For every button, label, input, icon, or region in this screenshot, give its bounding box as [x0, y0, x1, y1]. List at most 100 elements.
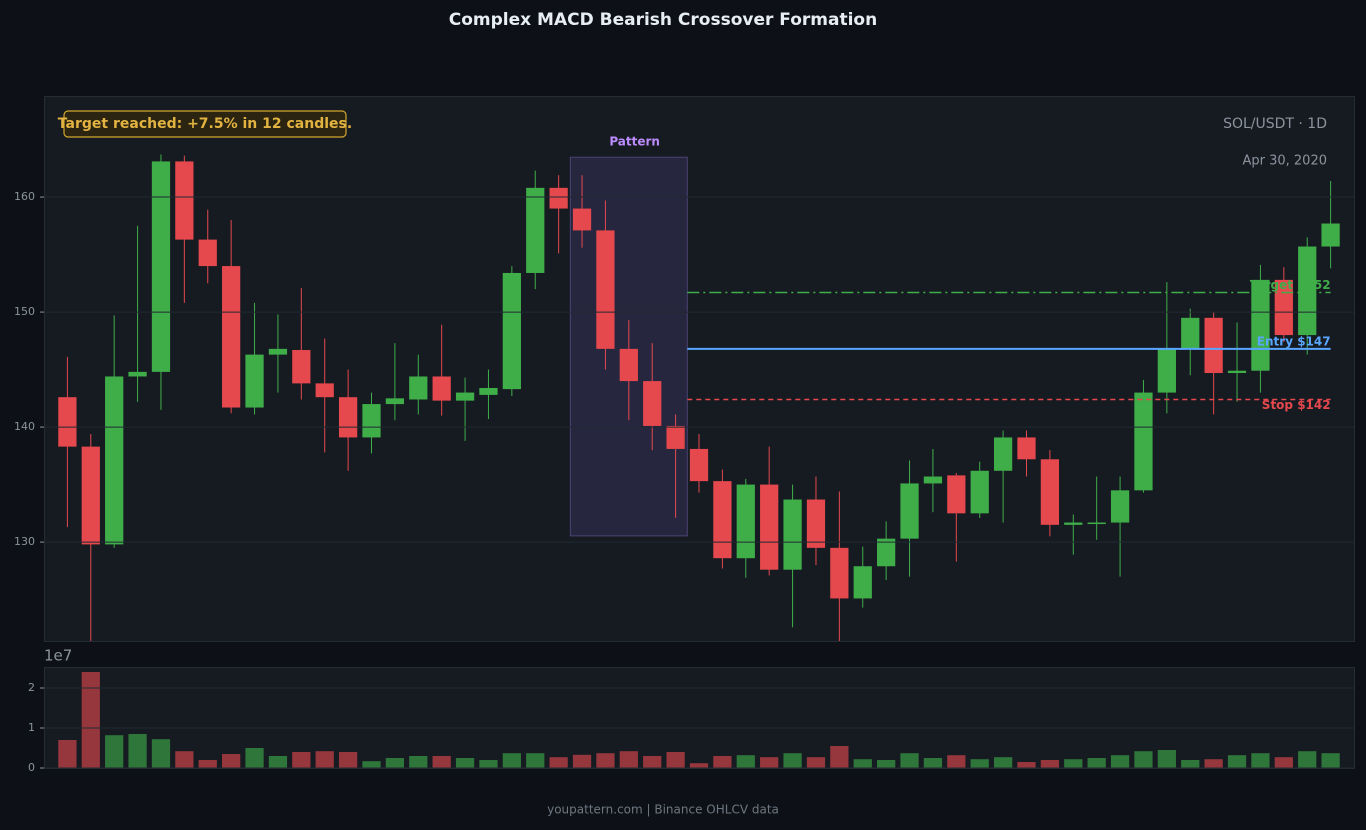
volume-bar: [666, 752, 685, 768]
volume-bar: [760, 757, 779, 768]
volume-bar: [526, 753, 545, 768]
candle-body: [151, 161, 171, 372]
candle-body: [81, 446, 100, 545]
price-plot: [58, 154, 1340, 641]
volume-bar: [151, 739, 171, 768]
date: Apr 30, 2020: [1242, 154, 1327, 169]
volume-bar: [1321, 753, 1340, 768]
volume-bar: [292, 752, 311, 768]
candle-body: [1134, 392, 1153, 491]
volume-bar: [877, 760, 896, 768]
volume-bar: [1251, 753, 1270, 768]
note-box: [63, 110, 347, 138]
candle-body: [175, 161, 194, 240]
symbol: SOL/USDT · 1D: [1223, 116, 1327, 132]
candle-body: [1274, 279, 1293, 336]
volume-bar: [619, 751, 638, 768]
candle-body: [830, 547, 849, 599]
candle-body: [128, 371, 147, 377]
y-tick-label: 160: [14, 190, 35, 203]
candle-body: [643, 381, 662, 426]
volume-bar: [643, 756, 662, 768]
volume-bar: [502, 753, 521, 768]
volume-bar: [1017, 762, 1036, 768]
volume-bar: [479, 760, 498, 768]
volume-bar: [222, 754, 241, 768]
volume-plot: [58, 672, 1340, 768]
volume-bar: [1227, 755, 1247, 768]
volume-bar: [1087, 758, 1106, 768]
y-tick-label: 130: [14, 535, 35, 548]
candle-body: [245, 354, 264, 408]
volume-offset: 1e7: [44, 647, 72, 665]
candle-body: [760, 484, 779, 570]
candle-body: [1181, 317, 1200, 349]
volume-bar: [970, 759, 989, 768]
candle-body: [1110, 490, 1130, 523]
volume-bar: [1298, 751, 1317, 768]
volume-bar: [362, 761, 381, 768]
candle-body: [455, 392, 475, 401]
level-label: Stop $142: [1262, 398, 1331, 412]
volume-bar: [689, 763, 709, 768]
volume-bar: [1204, 759, 1223, 768]
volume-bar: [338, 752, 358, 768]
candle-body: [619, 348, 638, 382]
level-label: Target $152: [1250, 278, 1331, 292]
volume-bar: [1064, 759, 1083, 768]
candle-body: [432, 376, 451, 401]
candle-body: [689, 448, 709, 482]
candle-body: [526, 187, 545, 273]
candle-body: [315, 383, 334, 398]
candle-body: [409, 376, 428, 400]
candle-body: [1040, 459, 1060, 525]
volume-bar: [432, 756, 451, 768]
candle-body: [900, 483, 919, 539]
candle-body: [549, 187, 568, 209]
volume-bar: [245, 748, 264, 768]
candle-body: [666, 425, 685, 449]
volume-bar: [713, 756, 732, 768]
volume-bar: [572, 754, 592, 768]
volume-bar: [105, 735, 124, 768]
level-label: Entry $147: [1257, 334, 1331, 348]
candle-body: [596, 230, 615, 349]
volume-bar: [923, 758, 943, 768]
candle-body: [736, 484, 755, 559]
candle-body: [1204, 317, 1223, 374]
volume-bar: [947, 755, 966, 768]
candle-body: [105, 376, 124, 545]
y-tick-label: 140: [14, 420, 35, 433]
candle-body: [1227, 370, 1247, 374]
volume-bar: [783, 753, 802, 768]
footer: youpattern.com | Binance OHLCV data: [547, 803, 779, 817]
candle-body: [268, 348, 288, 355]
candle-body: [713, 481, 732, 559]
volume-bar: [385, 758, 405, 768]
candle-body: [502, 272, 521, 390]
candle-body: [783, 499, 802, 570]
candle-body: [1298, 246, 1317, 336]
volume-bar: [175, 751, 194, 768]
candle-body: [1157, 348, 1176, 393]
candle-body: [1064, 522, 1083, 525]
candle-body: [853, 566, 872, 599]
note: Target reached: +7.5% in 12 candles.: [58, 116, 352, 132]
pattern-label: Pattern: [609, 135, 660, 149]
volume-bar: [1181, 760, 1200, 768]
volume-bar: [830, 746, 849, 768]
volume-bar: [315, 751, 334, 768]
volume-bar: [1110, 755, 1130, 768]
candle-body: [362, 404, 381, 438]
volume-bar: [58, 740, 77, 768]
volume-bar: [268, 756, 288, 768]
candle-body: [877, 538, 896, 567]
chart-title: Complex MACD Bearish Crossover Formation: [449, 10, 877, 30]
volume-bar: [1040, 760, 1060, 768]
candle-body: [292, 350, 311, 384]
candle-body: [1251, 279, 1270, 371]
candle-body: [993, 437, 1013, 471]
volume-bar: [736, 755, 755, 768]
